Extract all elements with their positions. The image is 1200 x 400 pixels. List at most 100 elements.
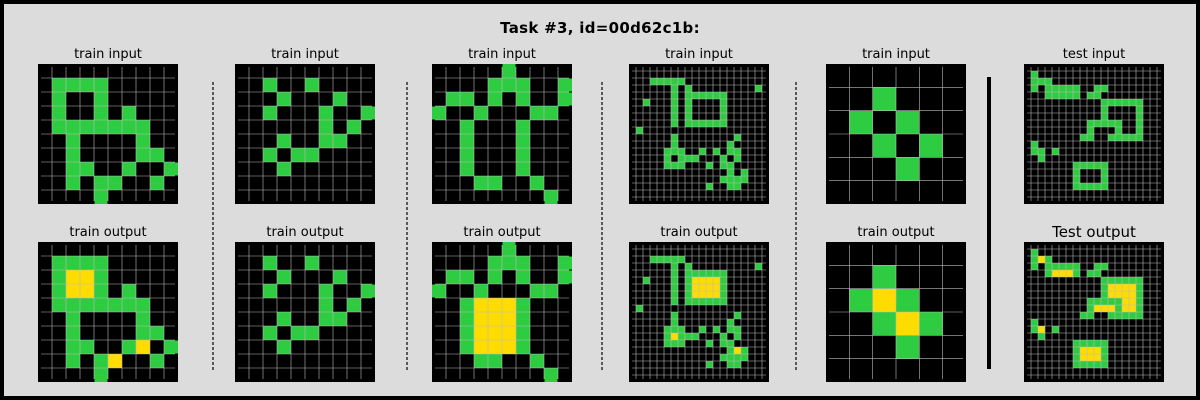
- grid-cell: [713, 106, 720, 113]
- grid-cell: [1024, 197, 1031, 204]
- grid-cell: [333, 134, 347, 148]
- grid-cell: [1157, 354, 1164, 361]
- grid-cell: [755, 85, 762, 92]
- grid-cell: [671, 176, 678, 183]
- grid-cell: [1052, 197, 1059, 204]
- grid-cell: [291, 190, 305, 204]
- grid-cell: [1122, 169, 1129, 176]
- grid-cell: [460, 354, 474, 368]
- grid-cell: [1045, 134, 1052, 141]
- grid-cell: [122, 92, 136, 106]
- grid-cell: [650, 298, 657, 305]
- grid-cell: [664, 141, 671, 148]
- grid-cell: [720, 361, 727, 368]
- grid-cell: [671, 270, 678, 277]
- grid-cell: [1087, 148, 1094, 155]
- grid-cell: [1066, 368, 1073, 375]
- grid-cell: [1038, 120, 1045, 127]
- grid-cell: [762, 92, 769, 99]
- grid-cell: [1108, 197, 1115, 204]
- grid-cell: [657, 242, 664, 249]
- grid-cell: [713, 256, 720, 263]
- grid-cell: [755, 298, 762, 305]
- grid-cell: [643, 120, 650, 127]
- axis-ticks: [629, 64, 769, 204]
- grid-cell: [235, 78, 249, 92]
- grid-cell: [657, 120, 664, 127]
- grid-cell: [1101, 85, 1108, 92]
- grid-cell: [1080, 319, 1087, 326]
- grid-cell: [643, 326, 650, 333]
- grid-cell: [727, 113, 734, 120]
- grid-cell: [1150, 92, 1157, 99]
- grid-cell: [664, 263, 671, 270]
- grid-cell: [474, 298, 488, 312]
- grid-cell: [629, 375, 636, 382]
- grid-cell: [826, 312, 850, 336]
- grid-cell: [678, 319, 685, 326]
- grid-cell: [1080, 312, 1087, 319]
- grid-cell: [699, 361, 706, 368]
- grid-cell: [629, 71, 636, 78]
- grid-cell: [1129, 176, 1136, 183]
- grid-cell: [678, 176, 685, 183]
- grid-cell: [1066, 169, 1073, 176]
- grid-cell: [80, 162, 94, 176]
- grid-cell: [263, 298, 277, 312]
- grid-cell: [1024, 85, 1031, 92]
- grid-cell: [727, 291, 734, 298]
- grid-cell: [319, 326, 333, 340]
- grid-cell: [1129, 85, 1136, 92]
- grid-cell: [249, 312, 263, 326]
- grid-cell: [361, 106, 375, 120]
- grid-cell: [650, 256, 657, 263]
- grid-cell: [1024, 242, 1031, 249]
- grid-cell: [516, 64, 530, 78]
- grid-cell: [1129, 113, 1136, 120]
- grid-cell: [1038, 326, 1045, 333]
- grid-cell: [872, 288, 896, 312]
- grid-cell: [1052, 242, 1059, 249]
- grid-cell: [1101, 361, 1108, 368]
- test-input-label: test input: [1062, 47, 1126, 62]
- grid-cell: [685, 71, 692, 78]
- grid-cell: [1080, 148, 1087, 155]
- grid-cell: [657, 155, 664, 162]
- grid-cell: [692, 148, 699, 155]
- grid-cell: [755, 127, 762, 134]
- grid-cell: [1031, 92, 1038, 99]
- grid-cell: [685, 127, 692, 134]
- grid-cell: [1038, 155, 1045, 162]
- grid-cell: [446, 134, 460, 148]
- grid-cell: [678, 183, 685, 190]
- grid-cell: [347, 176, 361, 190]
- grid-cell: [1087, 169, 1094, 176]
- grid-cell: [636, 127, 643, 134]
- axis-ticks: [432, 64, 572, 204]
- grid-cell: [1122, 78, 1129, 85]
- grid-cell: [1094, 71, 1101, 78]
- axis-ticks: [1024, 242, 1164, 382]
- grid-cell: [446, 106, 460, 120]
- grid-cell: [636, 263, 643, 270]
- grid-cell: [558, 92, 572, 106]
- grid-cell: [678, 333, 685, 340]
- grid-cell: [755, 162, 762, 169]
- grid-cell: [1122, 319, 1129, 326]
- grid-cell: [1038, 319, 1045, 326]
- grid-cell: [748, 326, 755, 333]
- grid-cell: [671, 354, 678, 361]
- grid-cell: [706, 183, 713, 190]
- grid-cell: [1122, 120, 1129, 127]
- grid-cell: [636, 298, 643, 305]
- grid-cell: [1059, 113, 1066, 120]
- grid-cell: [741, 333, 748, 340]
- grid-cell: [657, 277, 664, 284]
- grid-cell: [762, 375, 769, 382]
- grid-cell: [1080, 134, 1087, 141]
- grid-cell: [727, 375, 734, 382]
- grid-cell: [706, 148, 713, 155]
- grid-cell: [657, 127, 664, 134]
- grid-cell: [1157, 190, 1164, 197]
- grid-cell: [164, 120, 178, 134]
